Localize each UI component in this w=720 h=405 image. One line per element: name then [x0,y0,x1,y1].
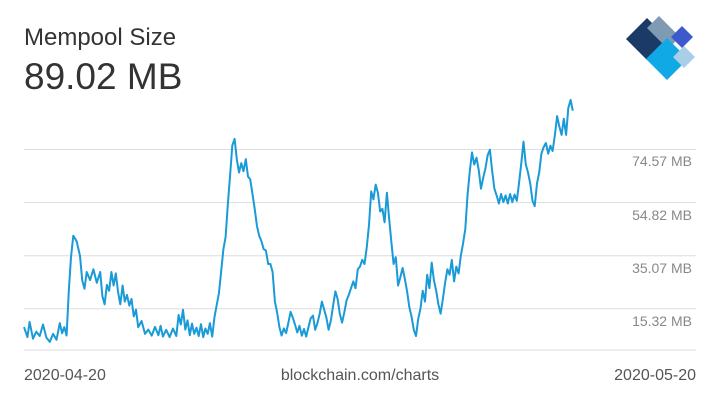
blockchain-logo-icon [626,16,695,80]
chart-title: Mempool Size [24,24,177,51]
y-tick-label-0: 15.32 MB [632,312,692,329]
logo-tile-gray [647,16,680,49]
start-date-label: 2020-04-20 [24,367,106,384]
source-link[interactable]: blockchain.com/charts [280,367,440,384]
logo-tile-light [673,46,695,68]
logo-tile-blue [671,26,693,48]
series-layer [23,98,574,343]
grid-lines [24,148,696,351]
y-tick-label-3: 74.57 MB [632,153,692,170]
end-date-label: 2020-05-20 [614,367,696,384]
current-value: 89.02 MB [24,56,183,97]
series-line-0 [23,98,574,343]
logo-tile-cyan [646,38,688,80]
y-tick-label-1: 35.07 MB [632,259,692,276]
y-tick-label-2: 54.82 MB [632,206,692,223]
